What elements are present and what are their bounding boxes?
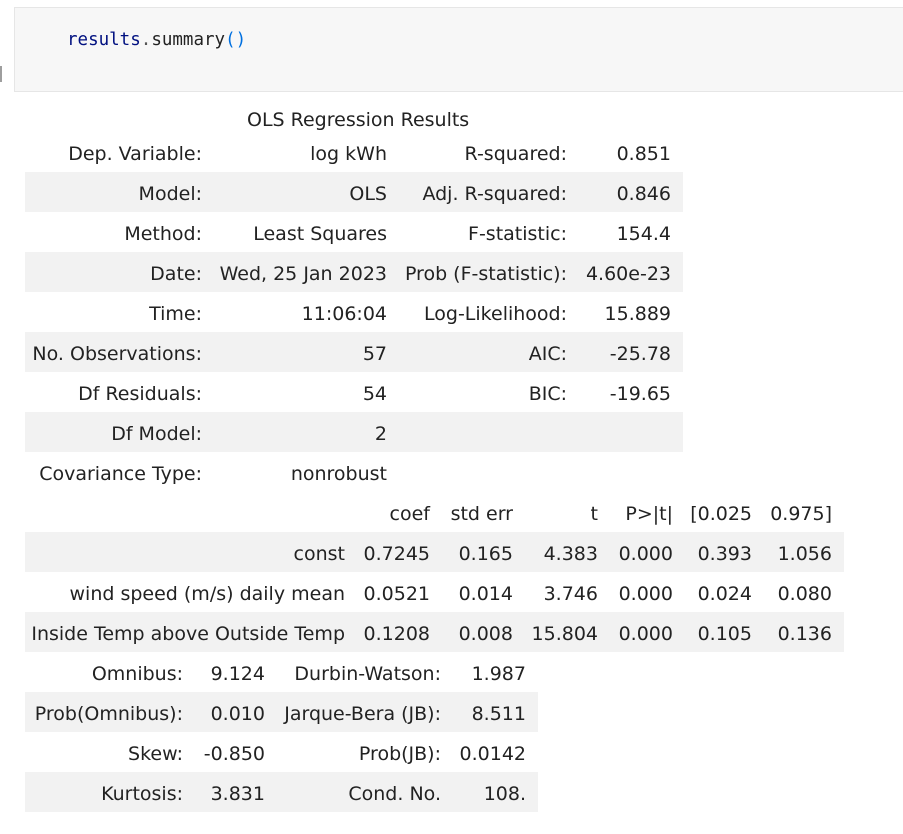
diag-value: 3.831 bbox=[210, 783, 265, 805]
summary-label: Df Model: bbox=[111, 423, 202, 445]
stat-value: 0.851 bbox=[616, 143, 671, 165]
cell-collapse-marker[interactable] bbox=[0, 66, 2, 82]
code-line[interactable]: results.summary() bbox=[67, 30, 246, 50]
column-header: [0.025 bbox=[690, 503, 752, 525]
diag-stat-label: Prob(JB): bbox=[358, 743, 441, 765]
summary-label: No. Observations: bbox=[32, 343, 202, 365]
coef-cell: 1.056 bbox=[777, 543, 832, 565]
diag-stat-label: Cond. No. bbox=[348, 783, 441, 805]
diag-value: 9.124 bbox=[210, 663, 265, 685]
diag-stat-value: 0.0142 bbox=[459, 743, 526, 765]
stat-label: Prob (F-statistic): bbox=[404, 263, 567, 285]
stat-value: -19.65 bbox=[609, 383, 671, 405]
row-band bbox=[25, 412, 683, 452]
diag-stat-label: Jarque-Bera (JB): bbox=[284, 703, 441, 725]
diag-label: Prob(Omnibus): bbox=[34, 703, 183, 725]
stat-label: BIC: bbox=[528, 383, 567, 405]
summary-value: 11:06:04 bbox=[301, 303, 387, 325]
stat-value: 15.889 bbox=[604, 303, 671, 325]
column-header: 0.975] bbox=[770, 503, 832, 525]
summary-value: Wed, 25 Jan 2023 bbox=[219, 263, 387, 285]
diag-stat-value: 8.511 bbox=[471, 703, 526, 725]
summary-value: OLS bbox=[349, 183, 387, 205]
stat-label: Adj. R-squared: bbox=[422, 183, 567, 205]
coef-cell: 0.000 bbox=[618, 583, 673, 605]
summary-value: 2 bbox=[374, 423, 387, 445]
coef-cell: 15.804 bbox=[531, 623, 598, 645]
coef-cell: 0.000 bbox=[618, 543, 673, 565]
stat-value: 154.4 bbox=[616, 223, 671, 245]
coef-cell: 0.105 bbox=[697, 623, 752, 645]
coef-cell: 0.014 bbox=[458, 583, 513, 605]
row-band bbox=[25, 332, 683, 372]
column-header: std err bbox=[450, 503, 513, 525]
summary-value: nonrobust bbox=[290, 463, 387, 485]
code-cell[interactable]: results.summary() bbox=[14, 7, 903, 92]
summary-label: Model: bbox=[138, 183, 202, 205]
summary-value: Least Squares bbox=[253, 223, 387, 245]
code-parens: () bbox=[225, 30, 247, 50]
coef-cell: 0.024 bbox=[697, 583, 752, 605]
coef-cell: 0.1208 bbox=[363, 623, 430, 645]
coef-cell: 4.383 bbox=[543, 543, 598, 565]
coef-cell: 0.008 bbox=[458, 623, 513, 645]
row-band bbox=[25, 612, 844, 652]
stat-label: Log-Likelihood: bbox=[424, 303, 567, 325]
row-band bbox=[25, 692, 538, 732]
summary-value: 57 bbox=[362, 343, 387, 365]
summary-label: Covariance Type: bbox=[39, 463, 202, 485]
stat-label: F-statistic: bbox=[468, 223, 567, 245]
stat-value: 4.60e-23 bbox=[585, 263, 671, 285]
code-method: summary bbox=[151, 30, 226, 50]
coef-cell: 0.136 bbox=[777, 623, 832, 645]
table-title: OLS Regression Results bbox=[247, 109, 470, 131]
diag-label: Omnibus: bbox=[91, 663, 183, 685]
coef-row-name: const bbox=[293, 543, 345, 565]
coef-cell: 3.746 bbox=[543, 583, 598, 605]
summary-label: Date: bbox=[150, 263, 202, 285]
stat-label: R-squared: bbox=[464, 143, 567, 165]
column-header: P>|t| bbox=[625, 503, 673, 525]
diag-stat-value: 108. bbox=[483, 783, 526, 805]
diag-value: -0.850 bbox=[203, 743, 265, 765]
summary-label: Time: bbox=[149, 303, 202, 325]
stat-label: AIC: bbox=[528, 343, 567, 365]
diag-label: Skew: bbox=[128, 743, 183, 765]
stat-value: 0.846 bbox=[616, 183, 671, 205]
column-header: t bbox=[590, 503, 598, 525]
code-dot: . bbox=[140, 30, 152, 50]
coef-row-name: wind speed (m/s) daily mean bbox=[69, 583, 346, 605]
coef-row-name: Inside Temp above Outside Temp bbox=[31, 623, 345, 645]
diag-stat-value: 1.987 bbox=[471, 663, 526, 685]
summary-value: 54 bbox=[362, 383, 387, 405]
coef-cell: 0.080 bbox=[777, 583, 832, 605]
summary-label: Dep. Variable: bbox=[68, 143, 202, 165]
row-band bbox=[25, 172, 683, 212]
coef-cell: 0.393 bbox=[697, 543, 752, 565]
summary-label: Df Residuals: bbox=[78, 383, 202, 405]
diag-value: 0.010 bbox=[210, 703, 265, 725]
coef-cell: 0.000 bbox=[618, 623, 673, 645]
coef-cell: 0.0521 bbox=[363, 583, 430, 605]
column-header: coef bbox=[389, 503, 430, 525]
summary-value: log kWh bbox=[310, 143, 387, 165]
row-band bbox=[25, 532, 844, 572]
stat-value: -25.78 bbox=[609, 343, 671, 365]
diag-label: Kurtosis: bbox=[101, 783, 183, 805]
row-band bbox=[25, 252, 683, 292]
code-object: results bbox=[67, 30, 141, 50]
diag-stat-label: Durbin-Watson: bbox=[294, 663, 441, 685]
row-band bbox=[25, 772, 538, 812]
summary-label: Method: bbox=[124, 223, 202, 245]
coef-cell: 0.165 bbox=[458, 543, 513, 565]
coef-cell: 0.7245 bbox=[363, 543, 430, 565]
